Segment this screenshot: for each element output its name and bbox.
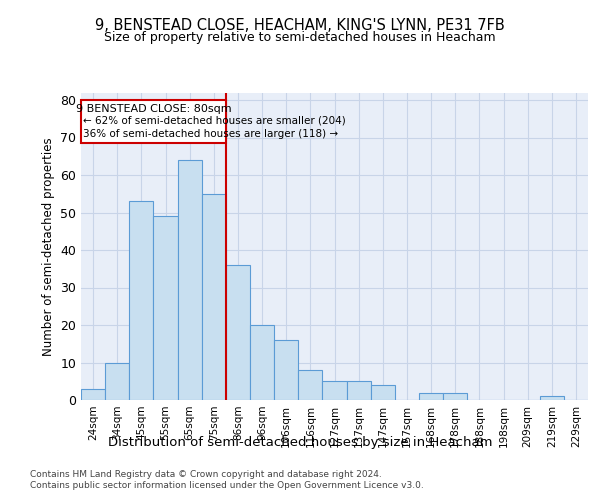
Bar	[298, 370, 322, 400]
Text: Contains public sector information licensed under the Open Government Licence v3: Contains public sector information licen…	[30, 481, 424, 490]
Text: ← 62% of semi-detached houses are smaller (204): ← 62% of semi-detached houses are smalle…	[83, 116, 346, 126]
Bar	[178, 160, 202, 400]
Bar	[540, 396, 564, 400]
Bar	[154, 216, 178, 400]
Bar	[419, 392, 443, 400]
Text: 9, BENSTEAD CLOSE, HEACHAM, KING'S LYNN, PE31 7FB: 9, BENSTEAD CLOSE, HEACHAM, KING'S LYNN,…	[95, 18, 505, 32]
Text: 36% of semi-detached houses are larger (118) →: 36% of semi-detached houses are larger (…	[83, 128, 338, 138]
Bar	[322, 381, 347, 400]
Bar	[81, 389, 105, 400]
Bar	[202, 194, 226, 400]
Bar	[226, 265, 250, 400]
Text: Contains HM Land Registry data © Crown copyright and database right 2024.: Contains HM Land Registry data © Crown c…	[30, 470, 382, 479]
Bar	[274, 340, 298, 400]
Bar	[347, 381, 371, 400]
Bar	[371, 385, 395, 400]
Bar	[105, 362, 129, 400]
Bar	[129, 201, 154, 400]
Text: Size of property relative to semi-detached houses in Heacham: Size of property relative to semi-detach…	[104, 31, 496, 44]
Text: Distribution of semi-detached houses by size in Heacham: Distribution of semi-detached houses by …	[108, 436, 492, 449]
Bar	[443, 392, 467, 400]
Bar	[250, 325, 274, 400]
Bar	[81, 100, 226, 143]
Text: 9 BENSTEAD CLOSE: 80sqm: 9 BENSTEAD CLOSE: 80sqm	[76, 104, 231, 115]
Y-axis label: Number of semi-detached properties: Number of semi-detached properties	[41, 137, 55, 356]
